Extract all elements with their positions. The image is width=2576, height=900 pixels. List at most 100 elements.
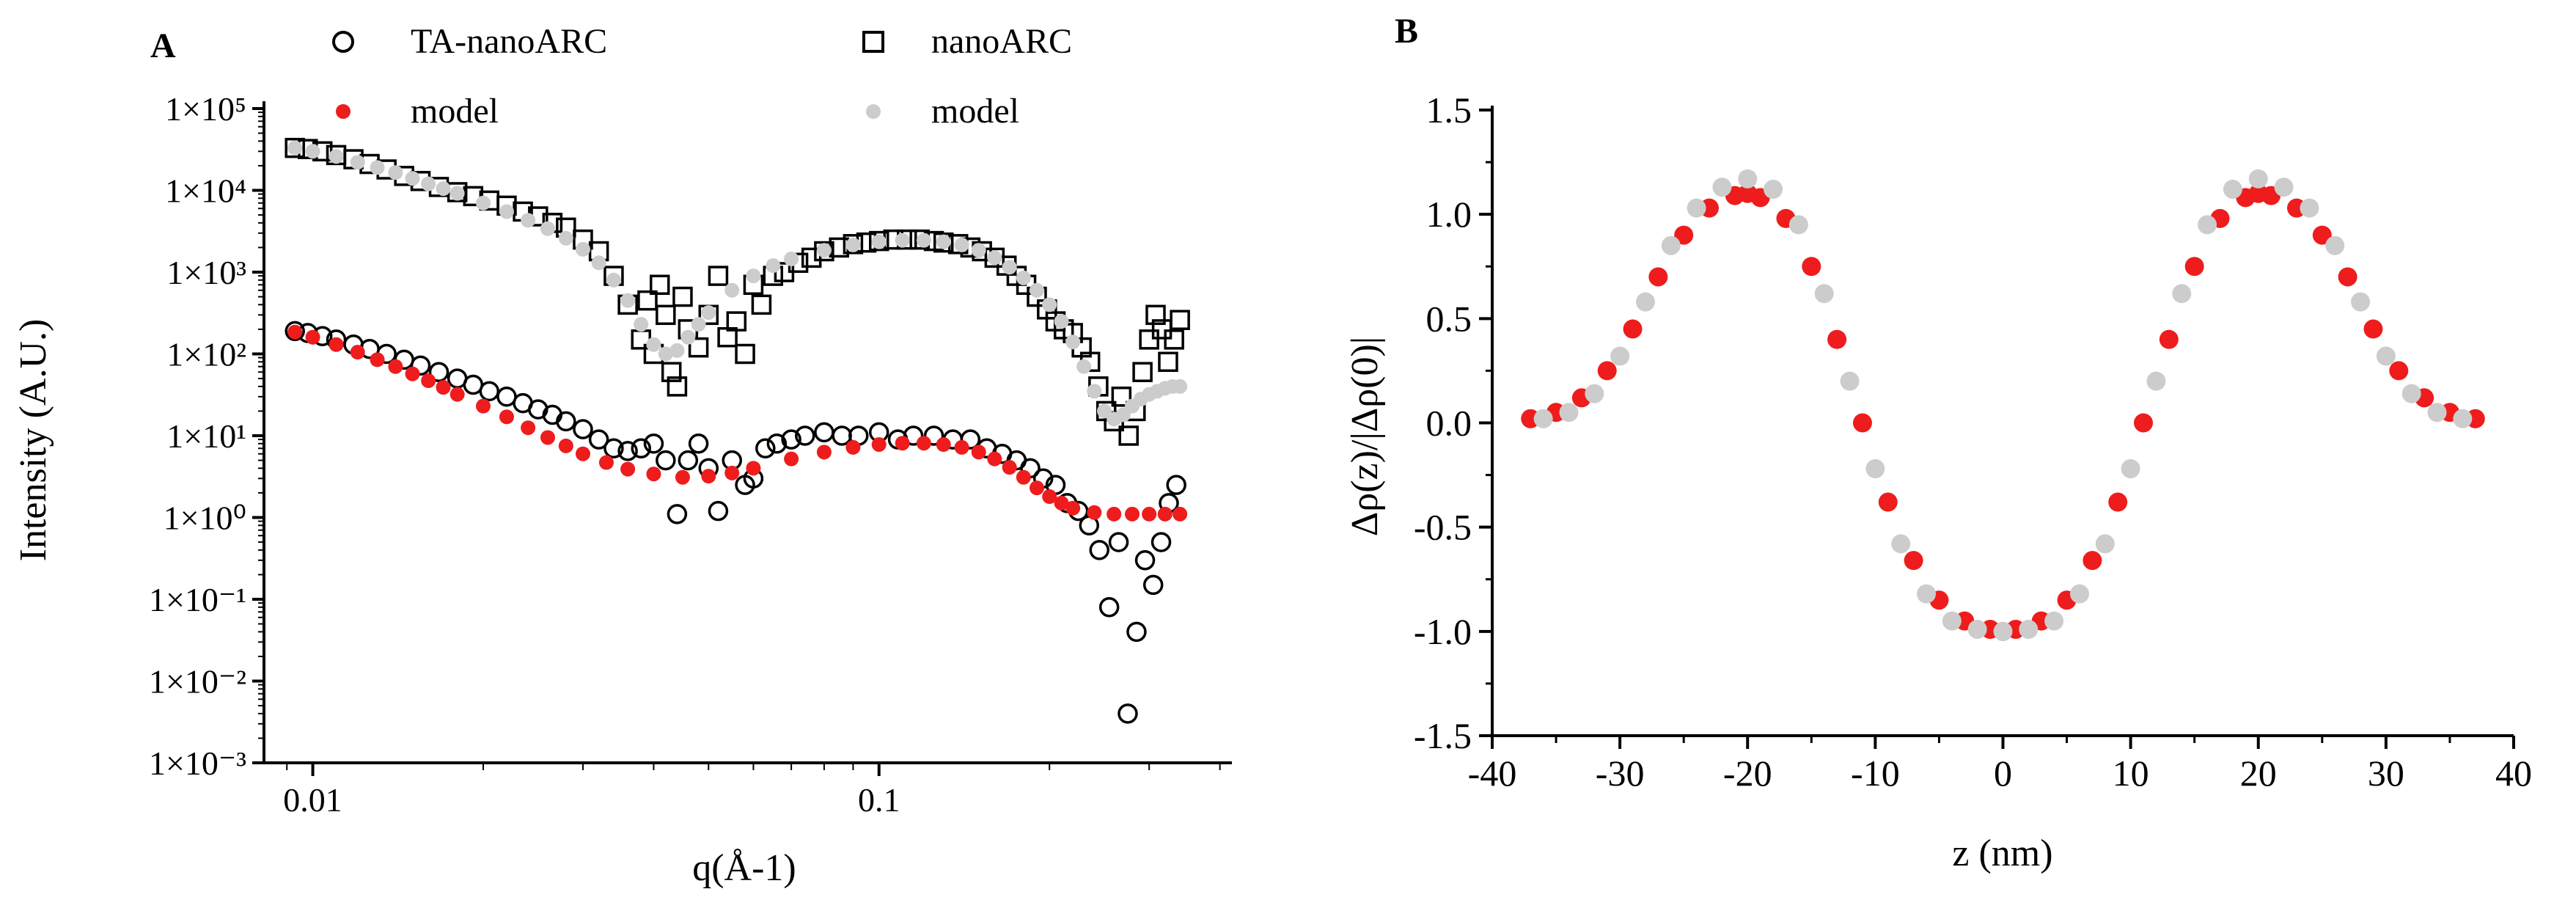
panel-a-point-model-3: [329, 149, 344, 164]
panel-b-point-1: [2198, 215, 2217, 235]
panel-a-point-ta-nanoarc: [1142, 574, 1164, 596]
panel-a-point-nanoarc: [1145, 304, 1166, 326]
panel-a-point-model-1: [845, 439, 861, 455]
panel-a-point-nanoarc: [656, 304, 676, 326]
panel-a-point-nanoarc: [661, 362, 682, 382]
panel-a-point-ta-nanoarc: [832, 425, 852, 446]
panel-b-letter: B: [1395, 12, 1418, 51]
panel-b-point-1: [2095, 534, 2115, 554]
panel-a-point-model-1: [701, 469, 716, 484]
panel-b-point-1: [1764, 180, 1783, 200]
panel-b-y-tick-label: 0.5: [1426, 298, 1472, 339]
panel-a-point-model-3: [816, 243, 832, 258]
panel-a-point-model-3: [987, 250, 1002, 266]
panel-a-point-model-1: [871, 437, 887, 453]
panel-b-x-tick-label: -30: [1596, 753, 1645, 794]
panel-b-series-1: [1533, 169, 2473, 641]
panel-b-point-1: [1788, 215, 1808, 235]
panel-b-point-1: [2453, 409, 2473, 428]
panel-b-point-1: [1814, 284, 1834, 304]
panel-a-point-model-3: [287, 140, 303, 156]
panel-a-point-ta-nanoarc: [1089, 540, 1109, 560]
panel-b-marks: [1521, 169, 2485, 641]
panel-a-ticks: 1×10⁵ 1×10⁴ 1×10³ 1×10² 1×10¹ 1×10⁰ 1×10⁻¹ 1×10…: [149, 90, 1221, 819]
panel-a-y-tick-label: 1×10⁴: [165, 172, 246, 210]
panel-b-y-tick-label: 1.5: [1426, 89, 1472, 131]
panel-b-point-1: [1559, 403, 1579, 422]
panel-a-point-model-1: [1173, 506, 1188, 522]
panel-b-point-0: [2083, 551, 2102, 571]
panel-a-point-ta-nanoarc: [617, 441, 638, 461]
panel-a-point-model-3: [405, 171, 420, 186]
panel-b-point-1: [1610, 346, 1630, 366]
panel-a-point-model-1: [499, 409, 514, 425]
panel-a-point-ta-nanoarc: [410, 355, 431, 376]
panel-a-point-model-3: [936, 234, 951, 249]
panel-b-point-1: [1917, 584, 1937, 604]
panel-a-point-ta-nanoarc: [960, 429, 981, 450]
legend-label-nanoarc: nanoARC: [931, 22, 1072, 61]
panel-a-point-model-1: [675, 469, 690, 485]
panel-b-y-tick-label: -0.5: [1414, 507, 1472, 548]
panel-a-point-model-3: [1087, 384, 1102, 399]
panel-a-point-nanoarc: [726, 311, 747, 332]
panel-a-point-nanoarc: [801, 247, 822, 268]
panel-a-point-ta-nanoarc: [573, 419, 593, 439]
panel-b-point-0: [1827, 329, 1847, 349]
panel-a-point-nanoarc: [637, 290, 658, 311]
panel-a-point-ta-nanoarc: [678, 450, 699, 471]
panel-b-point-0: [2312, 225, 2332, 245]
panel-b-point-0: [2108, 492, 2128, 512]
panel-a-point-nanoarc: [708, 266, 729, 286]
panel-a-point-ta-nanoarc: [755, 438, 776, 459]
panel-a-point-ta-nanoarc: [688, 433, 709, 454]
panel-a-point-model-3: [521, 213, 536, 228]
panel-a-point-nanoarc: [751, 294, 772, 315]
panel-a-point-model-3: [669, 343, 685, 358]
panel-a-point-model-1: [575, 446, 590, 461]
panel-a-point-nanoarc: [933, 232, 954, 253]
panel-b-point-1: [1712, 178, 1732, 197]
panel-a-point-model-3: [1002, 260, 1017, 275]
panel-a-point-model-1: [305, 329, 320, 345]
panel-b-ticks: 1.5 1.0 0.5 0.0 -0.5 -1.0 -1.5-40 -30 -20 -10 0 10 2…: [1414, 89, 2532, 794]
panel-a-point-model-1: [1087, 505, 1102, 520]
panel-b: B 1.51.00.50.0-0.5-1.0-1.5-40 -30 -20 -10 0 1…: [1344, 12, 2532, 874]
panel-b-point-1: [1738, 169, 1758, 189]
panel-a-point-model-3: [305, 144, 320, 159]
panel-a-point-nanoarc: [814, 241, 834, 262]
panel-b-x-tick-label: 10: [2113, 753, 2149, 794]
panel-a-point-model-3: [634, 317, 649, 332]
panel-b-point-1: [2427, 403, 2447, 422]
panel-a-point-model-3: [1097, 403, 1112, 419]
panel-a-point-ta-nanoarc: [1118, 703, 1138, 724]
panel-a-point-ta-nanoarc: [1151, 532, 1172, 552]
panel-a-point-model-1: [971, 444, 986, 460]
panel-a-point-ta-nanoarc: [631, 438, 652, 459]
panel-a-point-model-3: [606, 272, 621, 288]
panel-a-point-model-3: [1042, 297, 1057, 312]
panel-a-point-model-3: [845, 237, 861, 252]
panel-a-point-model-1: [558, 438, 573, 453]
panel-a-y-tick-label: 1×10⁻¹: [149, 581, 246, 618]
panel-b-axes: [1491, 106, 2514, 737]
panel-a-point-model-3: [895, 233, 910, 248]
panel-a-point-model-3: [499, 204, 514, 219]
panel-a-y-tick-label: 1×10⁵: [165, 90, 246, 128]
panel-a-point-model-3: [449, 186, 465, 201]
panel-a-point-nanoarc: [1118, 425, 1139, 446]
panel-a-point-ta-nanoarc: [1108, 532, 1129, 552]
panel-a-point-ta-nanoarc: [556, 411, 576, 432]
panel-a-point-model-1: [895, 436, 910, 451]
panel-a-point-model-1: [436, 380, 451, 395]
panel-a-letter: A: [150, 26, 176, 65]
panel-a-y-axis-label: Intensity (A.U.): [12, 319, 54, 562]
panel-a-point-model-3: [1076, 359, 1092, 374]
panel-b-point-1: [1840, 371, 1860, 391]
panel-b-point-1: [1865, 459, 1885, 479]
panel-b-point-0: [1802, 257, 1821, 277]
panel-a-point-model-3: [558, 230, 573, 246]
panel-a-point-model-1: [1107, 506, 1122, 522]
panel-a: A 1×10⁵1×10⁴1×10³1×10²1×10¹1×10⁰1×10⁻¹1×…: [12, 22, 1232, 889]
